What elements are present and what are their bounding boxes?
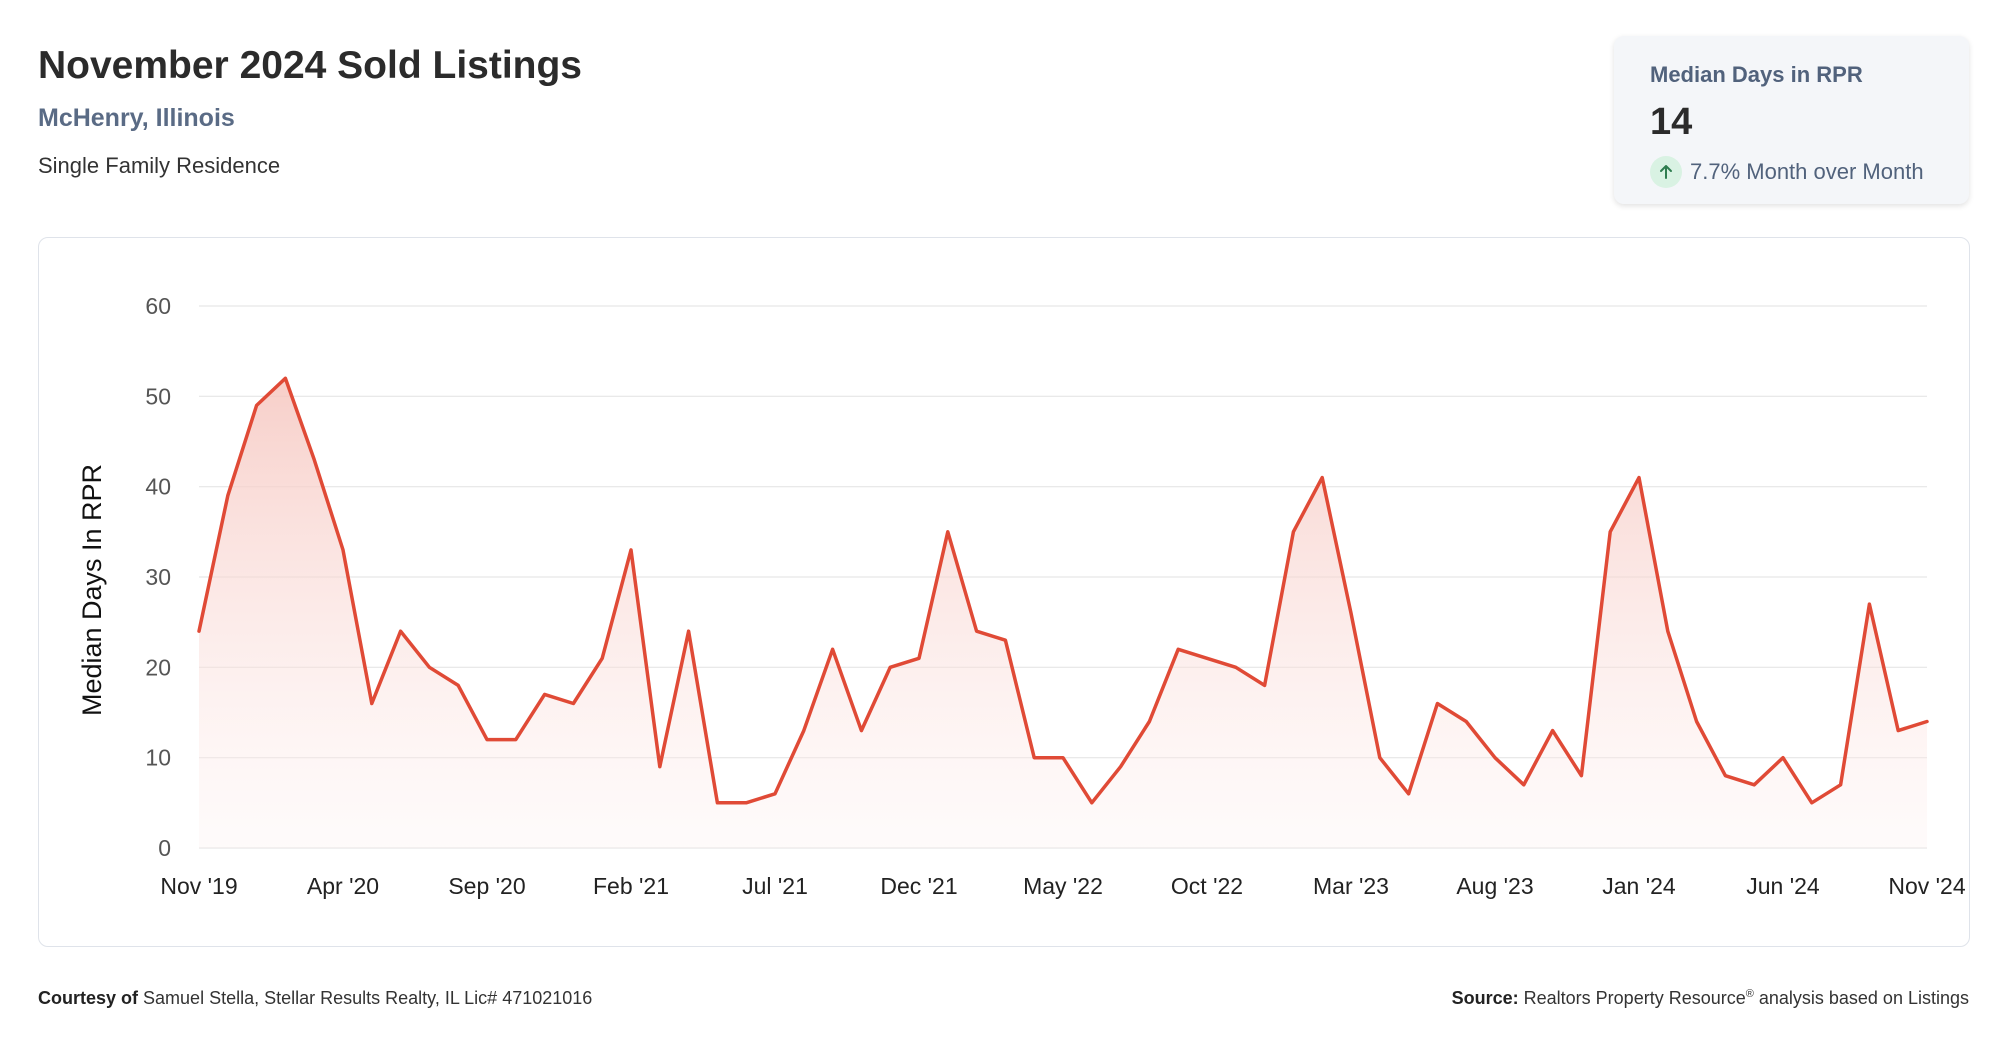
x-tick-label: Sep '20 [448,873,525,899]
y-tick-label: 50 [145,383,171,409]
area-fill [199,378,1927,848]
x-tick-label: Apr '20 [307,873,379,899]
x-tick-label: Aug '23 [1456,873,1533,899]
days-in-rpr-chart: 0 10 20 30 40 50 60 Nov '19 Apr '20 Sep '20 Feb '… [77,293,1966,899]
x-tick-label: Dec '21 [880,873,957,899]
source-text-a: Realtors Property Resource [1523,988,1746,1008]
x-tick-label: Mar '23 [1313,873,1389,899]
arrow-up-icon [1650,156,1682,188]
y-tick-label: 10 [145,745,171,771]
y-axis-label: Median Days In RPR [77,464,107,716]
x-tick-label: Oct '22 [1171,873,1243,899]
stat-value: 14 [1650,101,1693,143]
source-footer: Source: Realtors Property Resource® anal… [1452,988,1969,1009]
source-text-b: analysis based on Listings [1758,988,1969,1008]
courtesy-footer: Courtesy of Samuel Stella, Stellar Resul… [38,988,592,1009]
location-subtitle: McHenry, Illinois [38,104,235,132]
x-tick-label: Jul '21 [742,873,808,899]
stat-label: Median Days in RPR [1650,62,1863,87]
source-label: Source: [1451,988,1519,1008]
page-title: November 2024 Sold Listings [38,44,583,87]
stat-change: 7.7% Month over Month [1650,156,1924,188]
y-tick-label: 60 [145,293,171,319]
x-tick-label: Nov '24 [1888,873,1965,899]
x-tick-label: Feb '21 [593,873,669,899]
series-line [197,376,1929,805]
registered-mark: ® [1745,988,1754,1000]
courtesy-text: Samuel Stella, Stellar Results Realty, I… [143,988,593,1008]
x-tick-label: Nov '19 [160,873,237,899]
y-tick-label: 30 [145,564,171,590]
courtesy-label: Courtesy of [38,988,139,1008]
chart-container: 0 10 20 30 40 50 60 Nov '19 Apr '20 Sep '20 Feb '… [38,237,1970,947]
y-tick-label: 40 [145,474,171,500]
median-days-card: Median Days in RPR 14 7.7% Month over Mo… [1614,36,1969,204]
x-tick-label: Jan '24 [1602,873,1676,899]
y-tick-label: 20 [145,654,171,680]
y-tick-label: 0 [158,835,171,861]
x-tick-label: Jun '24 [1746,873,1820,899]
x-tick-label: May '22 [1023,873,1103,899]
property-type: Single Family Residence [38,153,281,178]
stat-change-text: 7.7% Month over Month [1690,159,1924,184]
